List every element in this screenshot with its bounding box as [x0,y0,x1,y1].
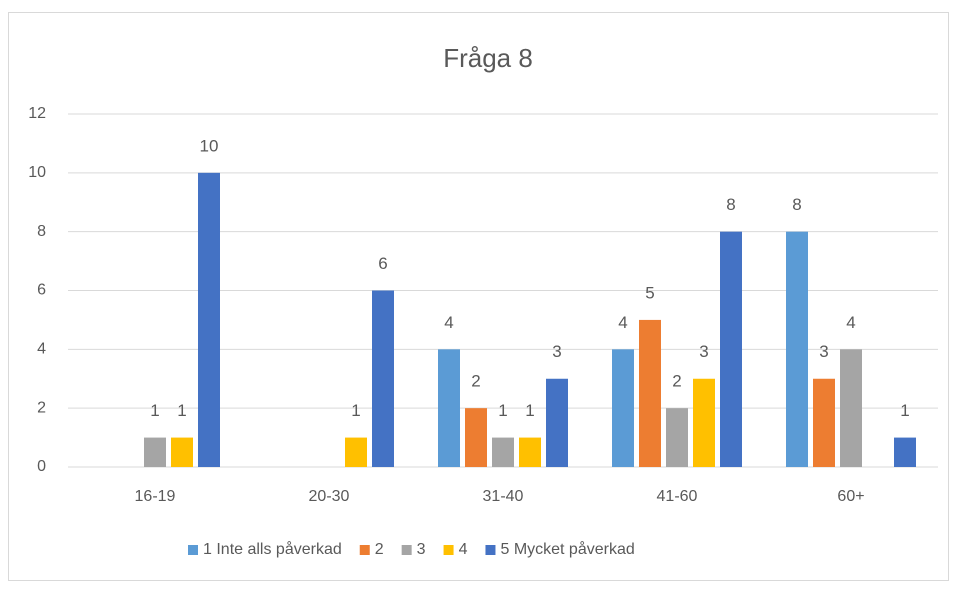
y-tick-label: 12 [28,105,46,122]
x-tick-label: 41-60 [657,488,698,505]
legend-swatch [443,545,454,555]
data-label: 4 [444,313,453,332]
data-label: 3 [819,342,828,361]
x-tick-label: 16-19 [135,488,176,505]
legend-label: 4 [459,541,468,558]
legend-label: 3 [417,541,426,558]
data-label: 4 [618,313,627,332]
legend-swatch [401,545,412,555]
y-tick-label: 0 [37,458,46,475]
legend-label: 2 [375,541,384,558]
chart-title: Fråga 8 [443,43,533,73]
x-tick-label: 31-40 [483,488,524,505]
bar [465,408,487,467]
data-label: 1 [900,401,909,420]
data-label: 1 [150,401,159,420]
data-label: 3 [699,342,708,361]
bar [612,349,634,467]
bar [198,172,220,468]
y-tick-label: 2 [37,399,46,416]
bar [693,378,715,467]
y-tick-label: 8 [37,223,46,240]
bar [639,319,661,467]
bar [171,437,193,467]
x-tick-label: 60+ [837,488,864,505]
bar [666,408,688,467]
data-label: 8 [726,195,735,214]
data-label: 2 [672,372,681,391]
bar [840,349,862,467]
data-label: 10 [200,136,219,155]
y-tick-label: 10 [28,164,46,181]
bar [144,437,166,467]
x-tick-label: 20-30 [309,488,350,505]
legend-swatch [188,545,198,555]
data-label: 1 [177,401,186,420]
data-label: 4 [846,313,855,332]
data-label: 1 [525,401,534,420]
y-tick-label: 4 [37,341,46,358]
data-label: 8 [792,195,801,214]
data-label: 3 [552,342,561,361]
data-label: 2 [471,372,480,391]
bar [492,437,514,467]
bar [786,231,808,467]
data-label: 6 [378,254,387,273]
bar [546,378,568,467]
legend-swatch [359,545,370,555]
bar [894,437,916,467]
data-label: 1 [498,401,507,420]
bar [720,231,742,467]
data-label: 5 [645,283,654,302]
data-label: 1 [351,401,360,420]
bar [813,378,835,467]
bar [345,437,367,467]
bar [438,349,460,467]
bar [372,290,394,467]
y-tick-label: 6 [37,282,46,299]
legend-label: 5 Mycket påverkad [500,540,634,558]
bar [519,437,541,467]
legend-swatch [485,545,496,555]
legend-label: 1 Inte alls påverkad [203,540,342,558]
